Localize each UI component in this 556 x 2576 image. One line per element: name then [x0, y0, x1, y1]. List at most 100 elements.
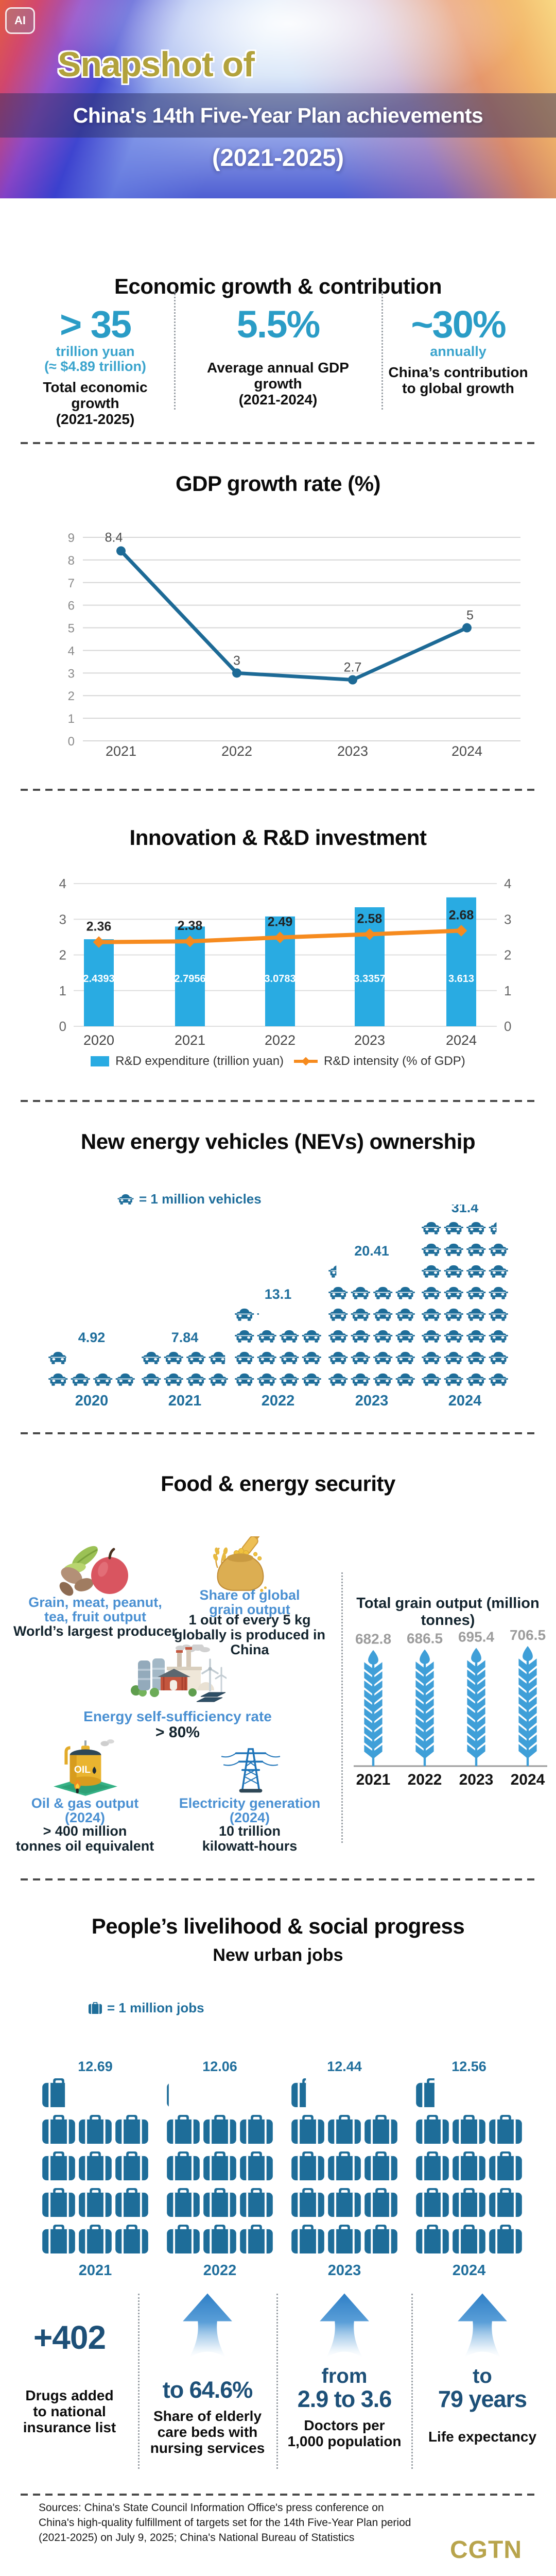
ai-badge: AI: [5, 7, 35, 34]
label-line: grain output: [209, 1602, 290, 1617]
oil-label-dark: > 400 million tonnes oil equivalent: [10, 1824, 160, 1854]
source-line: China's high-quality fulfillment of targ…: [39, 2517, 411, 2529]
line-series-swatch: [294, 1057, 318, 1065]
label-line: > 80%: [155, 1724, 200, 1741]
svg-text:12.56: 12.56: [451, 2059, 486, 2074]
econ-stat-label-line: Average annual GDP growth: [207, 360, 349, 392]
svg-text:2023: 2023: [355, 1393, 389, 1409]
svg-text:2: 2: [59, 947, 66, 963]
svg-text:9: 9: [68, 531, 75, 545]
grain-chart-title: Total grain output (million tonnes): [356, 1595, 540, 1629]
econ-stat-label-line: (2021-2025): [56, 411, 135, 427]
stat-value: 79 years: [438, 2386, 527, 2412]
econ-stat-value: > 35: [59, 303, 132, 346]
energy-plant-icon: [131, 1645, 227, 1702]
svg-text:2.68: 2.68: [449, 908, 474, 922]
svg-text:3.613: 3.613: [448, 973, 474, 985]
svg-text:2.7956: 2.7956: [174, 973, 205, 985]
stats-divider: [411, 2294, 413, 2469]
svg-text:2021: 2021: [356, 1771, 391, 1788]
label-line: kilowatt-hours: [202, 1838, 298, 1854]
svg-text:4: 4: [59, 876, 66, 891]
svg-text:2022: 2022: [203, 2262, 237, 2279]
page-title: Snapshot of: [58, 45, 255, 84]
label-line: 1,000 population: [287, 2433, 402, 2449]
svg-text:13.1: 13.1: [265, 1286, 292, 1302]
svg-text:2.36: 2.36: [86, 920, 112, 934]
stat-drugs: +402 Drugs added to national insurance l…: [5, 2318, 134, 2435]
svg-text:2.4393: 2.4393: [83, 973, 114, 985]
stat-label: Drugs added to national insurance list: [5, 2387, 134, 2435]
econ-divider: [174, 291, 176, 410]
nev-pictogram-chart: 4.92 2020 7.84 2021 13.1 2022 20.41 2023 31.4 202…: [0, 1200, 556, 1413]
label-line: nursing services: [150, 2440, 265, 2456]
fruits-label-blue: Grain, meat, peanut, tea, fruit output: [18, 1595, 172, 1624]
econ-stat-label-line: Total economic growth: [43, 379, 148, 411]
section-separator: [21, 789, 535, 791]
econ-stat-global-contribution: ~30% annually China’s contribution to gl…: [386, 303, 530, 397]
jobs-legend-label: = 1 million jobs: [107, 2000, 204, 2015]
svg-text:31.4: 31.4: [451, 1205, 479, 1215]
svg-text:2020: 2020: [83, 1032, 114, 1048]
stat-label: Share of elderly care beds with nursing …: [143, 2408, 272, 2456]
label-line: Grain, meat, peanut,: [28, 1595, 162, 1610]
label-line: care beds with: [157, 2424, 258, 2440]
label-line: tea, fruit output: [44, 1609, 146, 1624]
label-line: insurance list: [23, 2419, 116, 2435]
svg-text:12.44: 12.44: [327, 2059, 362, 2074]
econ-stat-label-line: China’s contribution: [388, 364, 528, 380]
electricity-pylon-icon: [221, 1748, 281, 1793]
stat-prefix: to: [473, 2365, 492, 2387]
briefcase-icon: [89, 2002, 102, 2014]
page-subtitle: China's 14th Five-Year Plan achievements: [73, 104, 483, 127]
svg-text:2024: 2024: [453, 2262, 486, 2279]
oil-tank-icon: OIL: [54, 1739, 117, 1796]
svg-text:2023: 2023: [459, 1771, 494, 1788]
label-line: Doctors per: [304, 2417, 385, 2433]
svg-text:6: 6: [68, 599, 75, 613]
sources-text: Sources: China's State Council Informati…: [39, 2500, 450, 2545]
econ-stat-label: China’s contribution to global growth: [386, 364, 530, 396]
econ-stat-value: ~30%: [411, 303, 506, 346]
food-divider: [341, 1572, 343, 1843]
label-line: > 400 million: [43, 1823, 127, 1839]
svg-text:2021: 2021: [106, 743, 136, 759]
svg-text:12.69: 12.69: [78, 2059, 113, 2074]
label-line: 10 trillion: [218, 1823, 281, 1839]
svg-text:2024: 2024: [448, 1393, 482, 1409]
source-line: Sources: China's State Council Informati…: [39, 2502, 384, 2514]
up-arrow-icon: [181, 2292, 234, 2363]
svg-text:2022: 2022: [408, 1771, 442, 1788]
svg-text:2023: 2023: [354, 1032, 385, 1048]
stat-value: 2.9 to 3.6: [297, 2386, 392, 2412]
rnd-chart-legend: R&D expenditure (trillion yuan) R&D inte…: [0, 1054, 556, 1069]
nev-heading: New energy vehicles (NEVs) ownership: [80, 1129, 476, 1154]
svg-text:695.4: 695.4: [458, 1629, 494, 1645]
jobs-legend: = 1 million jobs: [89, 2000, 204, 2016]
stats-divider: [138, 2294, 140, 2469]
stat-value: +402: [33, 2319, 106, 2356]
svg-text:4.92: 4.92: [78, 1330, 106, 1345]
title-band: China's 14th Five-Year Plan achievements: [0, 93, 556, 138]
electricity-label-blue: Electricity generation (2024): [175, 1796, 324, 1825]
svg-text:2021: 2021: [79, 2262, 112, 2279]
svg-text:12.06: 12.06: [202, 2059, 237, 2074]
svg-text:5: 5: [466, 608, 474, 623]
livelihood-heading: People’s livelihood & social progress: [91, 1914, 465, 1938]
stat-label: Life expectancy: [418, 2429, 547, 2445]
label-line: to national: [33, 2403, 106, 2419]
svg-text:2021: 2021: [168, 1393, 202, 1409]
nev-legend-label: = 1 million vehicles: [139, 1191, 262, 1207]
econ-stat-value: 5.5%: [236, 303, 321, 346]
ai-badge-label: AI: [14, 14, 26, 27]
rnd-heading: Innovation & R&D investment: [129, 825, 427, 850]
stat-elderly-care: to 64.6% Share of elderly care beds with…: [143, 2292, 272, 2456]
svg-text:2: 2: [68, 689, 75, 703]
sack-label-dark: 1 out of every 5 kg globally is produced…: [154, 1613, 345, 1657]
energy-label-dark: > 80%: [82, 1725, 273, 1740]
svg-text:3: 3: [59, 911, 66, 927]
svg-text:4: 4: [68, 644, 75, 658]
svg-text:3: 3: [68, 667, 75, 681]
svg-text:686.5: 686.5: [407, 1630, 443, 1646]
svg-text:2020: 2020: [75, 1393, 109, 1409]
